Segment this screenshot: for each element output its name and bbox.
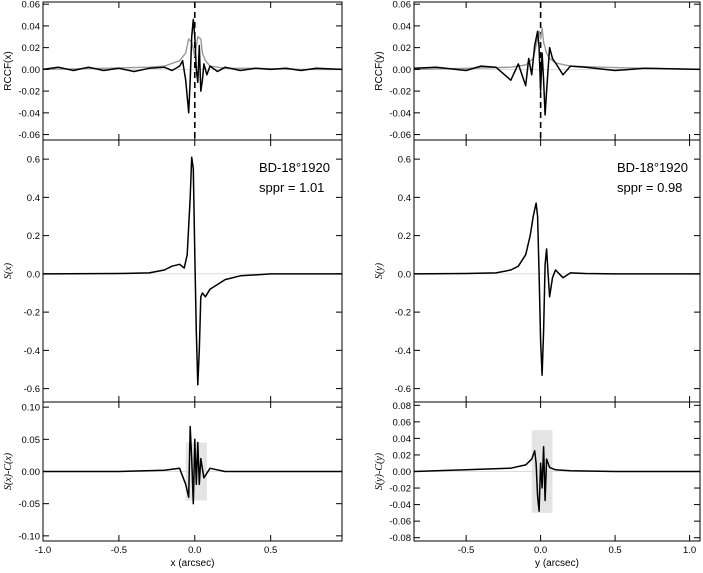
series-line-black (413, 30, 701, 116)
y-tick-label: -0.4 (24, 346, 40, 357)
y-tick-label: -0.04 (389, 500, 411, 511)
y-tick-label: 0.00 (393, 65, 412, 76)
y-tick-label: 0.04 (393, 21, 412, 32)
y-tick-label: 0.06 (393, 0, 412, 11)
y-axis-label: S(y)-C(y) (374, 452, 385, 490)
y-tick-label: -0.04 (18, 108, 40, 119)
series-line-black (413, 445, 700, 512)
x-tick-label: 0.0 (534, 545, 547, 556)
x-axis-label: y (arcsec) (535, 558, 579, 569)
x-tick-label: -1.0 (35, 545, 51, 556)
y-tick-label: 0.4 (27, 193, 40, 204)
y-tick-label: 0.0 (27, 269, 40, 280)
y-tick-label: 0.2 (398, 231, 411, 242)
series-line-black (413, 202, 700, 376)
y-axis-label: RCCF(x) (3, 51, 14, 90)
y-tick-label: 0.08 (393, 401, 412, 412)
y-tick-label: 0.00 (22, 65, 41, 76)
y-tick-label: -0.6 (395, 384, 411, 395)
y-tick-label: -0.02 (18, 87, 40, 98)
annotation-line: BD-18°1920 (259, 160, 330, 175)
series-line-black (42, 18, 343, 114)
y-tick-label: 0.6 (398, 155, 411, 166)
y-tick-label: 0.06 (22, 0, 41, 11)
y-axis-label: S(y) (374, 262, 385, 279)
y-tick-label: 0.00 (22, 467, 41, 478)
x-tick-label: 0.0 (188, 545, 201, 556)
y-tick-label: 0.04 (393, 434, 412, 445)
y-tick-label: 0.2 (27, 231, 40, 242)
x-axis-label: x (arcsec) (171, 558, 215, 569)
panel-left-top: 0.06 0.04 0.02 0.00 -0.02 -0.04 -0.06 RCCF(x) (3, 0, 343, 141)
y-tick-label: -0.05 (18, 499, 40, 510)
y-tick-label: -0.2 (24, 308, 40, 319)
x-tick-label: 0.5 (608, 545, 621, 556)
y-tick-label: -0.02 (389, 484, 411, 495)
y-tick-label: 0.4 (398, 193, 411, 204)
y-tick-label: 0.05 (22, 435, 41, 446)
y-tick-label: 0.02 (393, 450, 412, 461)
y-tick-label: 0.6 (27, 155, 40, 166)
series-line-black (43, 425, 342, 505)
y-tick-label: 0.06 (393, 417, 412, 428)
y-tick-label: 0.10 (22, 403, 41, 414)
panel-left-bottom: 0.10 0.05 0.00 -0.05 -0.10 -1.0 -0.5 0.0 0.5 S(x)… (3, 401, 343, 569)
annotation-line: sppr = 1.01 (259, 180, 324, 195)
panel-right-middle: 0.6 0.4 0.2 0.0 -0.2 -0.4 -0.6 S(y) BD-18°1920 sp… (374, 139, 701, 403)
y-tick-label: -0.02 (389, 87, 411, 98)
panel-right-top: 0.06 0.04 0.02 0.00 -0.02 -0.04 -0.06 RCCF(y) (374, 0, 701, 141)
y-axis-label: S(x) (3, 262, 14, 279)
y-tick-label: -0.06 (389, 130, 411, 141)
y-tick-label: 0.02 (393, 43, 412, 54)
x-tick-label: -0.5 (458, 545, 474, 556)
y-tick-label: -0.2 (395, 308, 411, 319)
y-tick-label: -0.4 (395, 346, 411, 357)
y-tick-label: -0.04 (389, 108, 411, 119)
y-axis-label: RCCF(y) (374, 51, 385, 90)
y-axis-label: S(x)-C(x) (3, 452, 14, 490)
annotation-line: BD-18°1920 (617, 160, 688, 175)
annotation-line: sppr = 0.98 (617, 180, 682, 195)
y-tick-label: -0.06 (389, 517, 411, 528)
y-tick-label: -0.10 (18, 531, 40, 542)
x-tick-label: 0.5 (264, 545, 277, 556)
panel-right-bottom: 0.08 0.06 0.04 0.02 0.00 -0.02 -0.04 -0.06 -0.08… (374, 401, 701, 569)
y-tick-label: -0.06 (18, 130, 40, 141)
y-tick-label: 0.02 (22, 43, 41, 54)
panel-left-middle: 0.6 0.4 0.2 0.0 -0.2 -0.4 -0.6 S(x) BD-18°1920 sp… (3, 139, 343, 403)
y-tick-label: 0.04 (22, 21, 41, 32)
y-tick-label: 0.0 (398, 269, 411, 280)
series-line-black (42, 156, 342, 386)
x-tick-label: -0.5 (111, 545, 127, 556)
y-tick-label: -0.6 (24, 384, 40, 395)
y-tick-label: -0.08 (389, 533, 411, 544)
y-tick-label: 0.00 (393, 467, 412, 478)
x-tick-label: 1.0 (683, 545, 696, 556)
